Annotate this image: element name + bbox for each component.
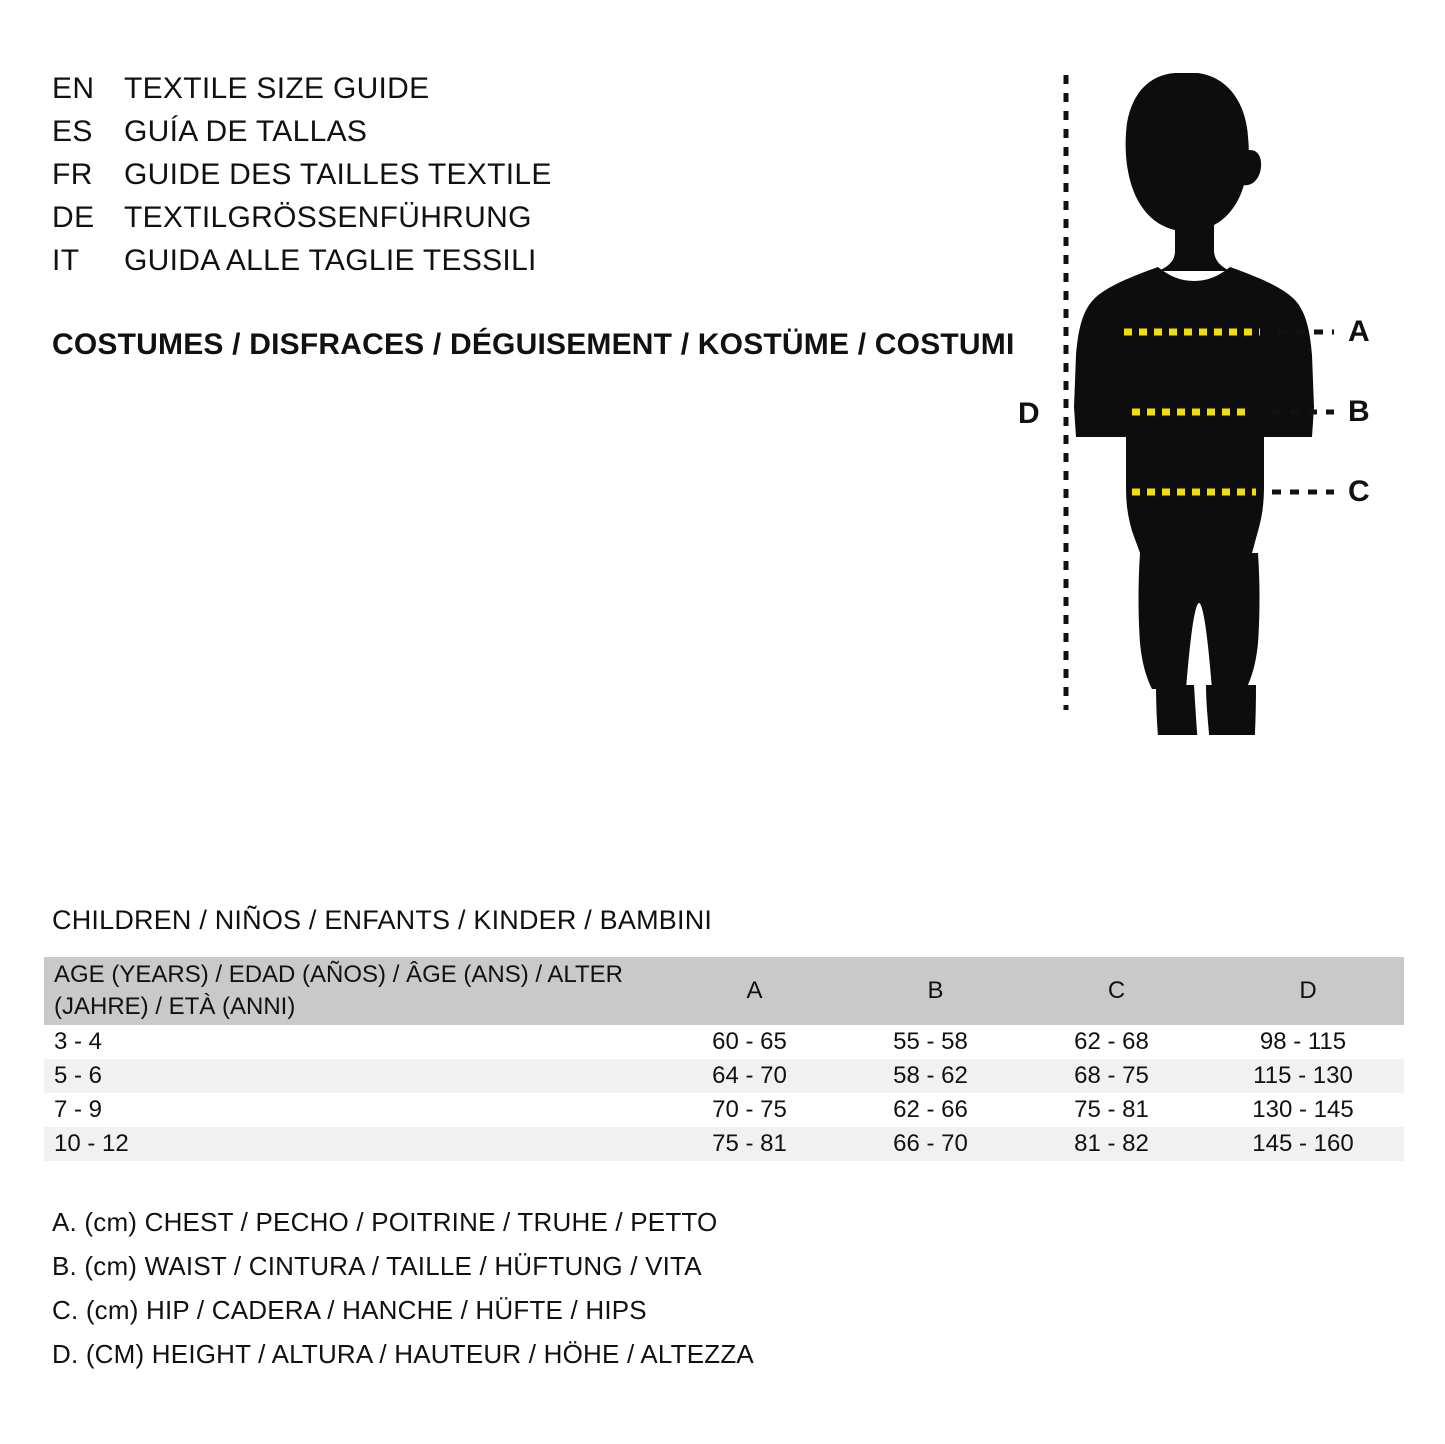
cell-b: 66 - 70 [840, 1127, 1021, 1161]
cell-c: 75 - 81 [1021, 1093, 1202, 1127]
language-code-fr: FR [52, 158, 93, 191]
table-row: 3 - 4 60 - 65 55 - 58 62 - 68 98 - 115 [44, 1025, 1404, 1059]
cell-age: 10 - 12 [44, 1127, 659, 1161]
cell-c: 68 - 75 [1021, 1059, 1202, 1093]
cell-c: 62 - 68 [1021, 1025, 1202, 1059]
language-title-es: GUÍA DE TALLAS [124, 115, 368, 148]
language-row: EN TEXTILE SIZE GUIDE [52, 72, 952, 115]
language-title-fr: GUIDE DES TAILLES TEXTILE [124, 158, 552, 191]
children-section-title: CHILDREN / NIÑOS / ENFANTS / KINDER / BA… [52, 905, 713, 935]
legend-item-hip: C. (cm) HIP / CADERA / HANCHE / HÜFTE / … [52, 1295, 647, 1325]
costume-subtitle: COSTUMES / DISFRACES / DÉGUISEMENT / KOS… [52, 328, 1015, 361]
table-row: 7 - 9 70 - 75 62 - 66 75 - 81 130 - 145 [44, 1093, 1404, 1127]
height-label-d: D [1018, 397, 1040, 430]
cell-a: 75 - 81 [659, 1127, 840, 1161]
chest-label-a: A [1348, 315, 1370, 348]
cell-d: 145 - 160 [1202, 1127, 1404, 1161]
cell-b: 55 - 58 [840, 1025, 1021, 1059]
language-row: DE TEXTILGRÖSSENFÜHRUNG [52, 201, 952, 244]
table-header-row: AGE (YEARS) / EDAD (AÑOS) / ÂGE (ANS) / … [44, 957, 1404, 1025]
language-code-en: EN [52, 72, 95, 105]
table-row: 10 - 12 75 - 81 66 - 70 81 - 82 145 - 16… [44, 1127, 1404, 1161]
waist-label-b: B [1348, 395, 1370, 428]
legend-item-waist: B. (cm) WAIST / CINTURA / TAILLE / HÜFTU… [52, 1251, 702, 1281]
cell-d: 98 - 115 [1202, 1025, 1404, 1059]
column-header-d: D [1202, 957, 1404, 1025]
cell-a: 60 - 65 [659, 1025, 840, 1059]
child-silhouette-icon [1063, 73, 1334, 735]
hip-label-c: C [1348, 475, 1370, 508]
cell-a: 64 - 70 [659, 1059, 840, 1093]
language-row: FR GUIDE DES TAILLES TEXTILE [52, 158, 952, 201]
cell-age: 7 - 9 [44, 1093, 659, 1127]
size-table: AGE (YEARS) / EDAD (AÑOS) / ÂGE (ANS) / … [44, 957, 1404, 1161]
language-title-en: TEXTILE SIZE GUIDE [124, 72, 430, 105]
language-title-de: TEXTILGRÖSSENFÜHRUNG [124, 201, 532, 234]
table-row: 5 - 6 64 - 70 58 - 62 68 - 75 115 - 130 [44, 1059, 1404, 1093]
measurement-figure: A B C D [990, 55, 1410, 735]
silhouette-body [1074, 73, 1314, 735]
cell-age: 5 - 6 [44, 1059, 659, 1093]
language-row: ES GUÍA DE TALLAS [52, 115, 952, 158]
cell-b: 58 - 62 [840, 1059, 1021, 1093]
cell-age: 3 - 4 [44, 1025, 659, 1059]
cell-c: 81 - 82 [1021, 1127, 1202, 1161]
language-row: IT GUIDA ALLE TAGLIE TESSILI [52, 244, 952, 287]
legend-item-chest: A. (cm) CHEST / PECHO / POITRINE / TRUHE… [52, 1207, 718, 1237]
cell-d: 115 - 130 [1202, 1059, 1404, 1093]
legend-item-height: D. (CM) HEIGHT / ALTURA / HAUTEUR / HÖHE… [52, 1339, 754, 1369]
column-header-b: B [840, 957, 1021, 1025]
language-code-de: DE [52, 201, 95, 234]
cell-b: 62 - 66 [840, 1093, 1021, 1127]
language-title-it: GUIDA ALLE TAGLIE TESSILI [124, 244, 537, 277]
cell-d: 130 - 145 [1202, 1093, 1404, 1127]
column-header-a: A [659, 957, 840, 1025]
column-header-c: C [1021, 957, 1202, 1025]
column-header-age: AGE (YEARS) / EDAD (AÑOS) / ÂGE (ANS) / … [44, 957, 659, 1025]
language-code-it: IT [52, 244, 80, 277]
language-list: EN TEXTILE SIZE GUIDE ES GUÍA DE TALLAS … [52, 72, 952, 287]
language-code-es: ES [52, 115, 93, 148]
measurement-legend: A. (cm) CHEST / PECHO / POITRINE / TRUHE… [52, 1200, 952, 1376]
cell-a: 70 - 75 [659, 1093, 840, 1127]
